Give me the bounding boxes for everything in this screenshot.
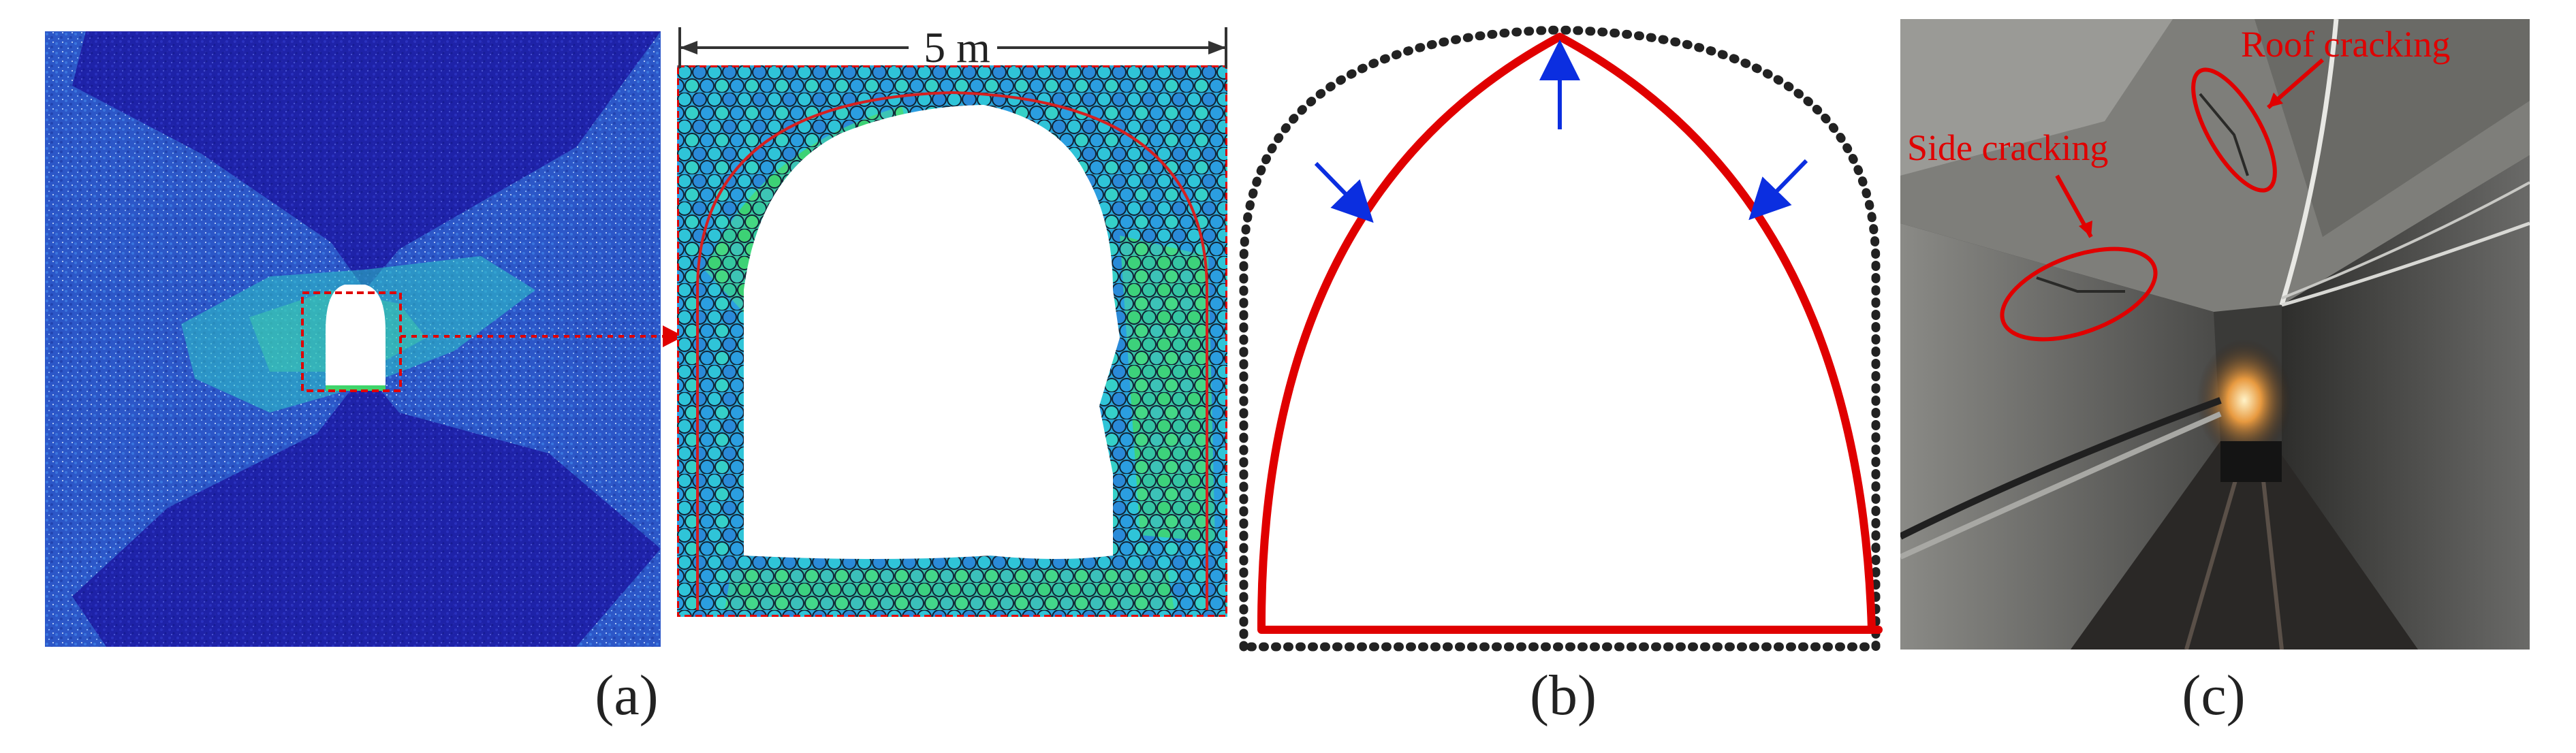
- left-arrow: [1314, 161, 1374, 223]
- panel-a-caption: (a): [595, 664, 659, 727]
- zoom-connector-arrow: [400, 325, 684, 347]
- side-cracking-label: Side cracking: [1907, 127, 2109, 168]
- panel-b-profile-diagram: [1239, 25, 1883, 652]
- zoom-box: [301, 291, 402, 392]
- scale-bar: [678, 27, 1227, 68]
- panel-c-tunnel-photo: [1900, 19, 2530, 650]
- deformed-profile-red: [1257, 33, 1883, 634]
- upper-low-stress-zone: [72, 31, 661, 290]
- panel-b-caption: (b): [1530, 664, 1597, 727]
- roof-cracking-label: Roof cracking: [2241, 24, 2451, 65]
- tunnel-opening: [326, 285, 386, 388]
- panel-a-zoomed-particles: [677, 65, 1227, 617]
- roof-crack-ellipse: [2191, 67, 2277, 193]
- right-arrow: [1748, 159, 1808, 221]
- lower-low-stress-zone: [72, 372, 661, 647]
- design-profile-outline: [696, 91, 1208, 610]
- original-profile-dotted: [1239, 25, 1881, 652]
- scale-label: 5 m: [924, 23, 990, 71]
- collapsed-opening: [744, 105, 1120, 559]
- side-crack-ellipse: [2000, 246, 2158, 342]
- panel-a-simulation-field: [45, 31, 661, 647]
- panel-c-caption: (c): [2182, 664, 2246, 727]
